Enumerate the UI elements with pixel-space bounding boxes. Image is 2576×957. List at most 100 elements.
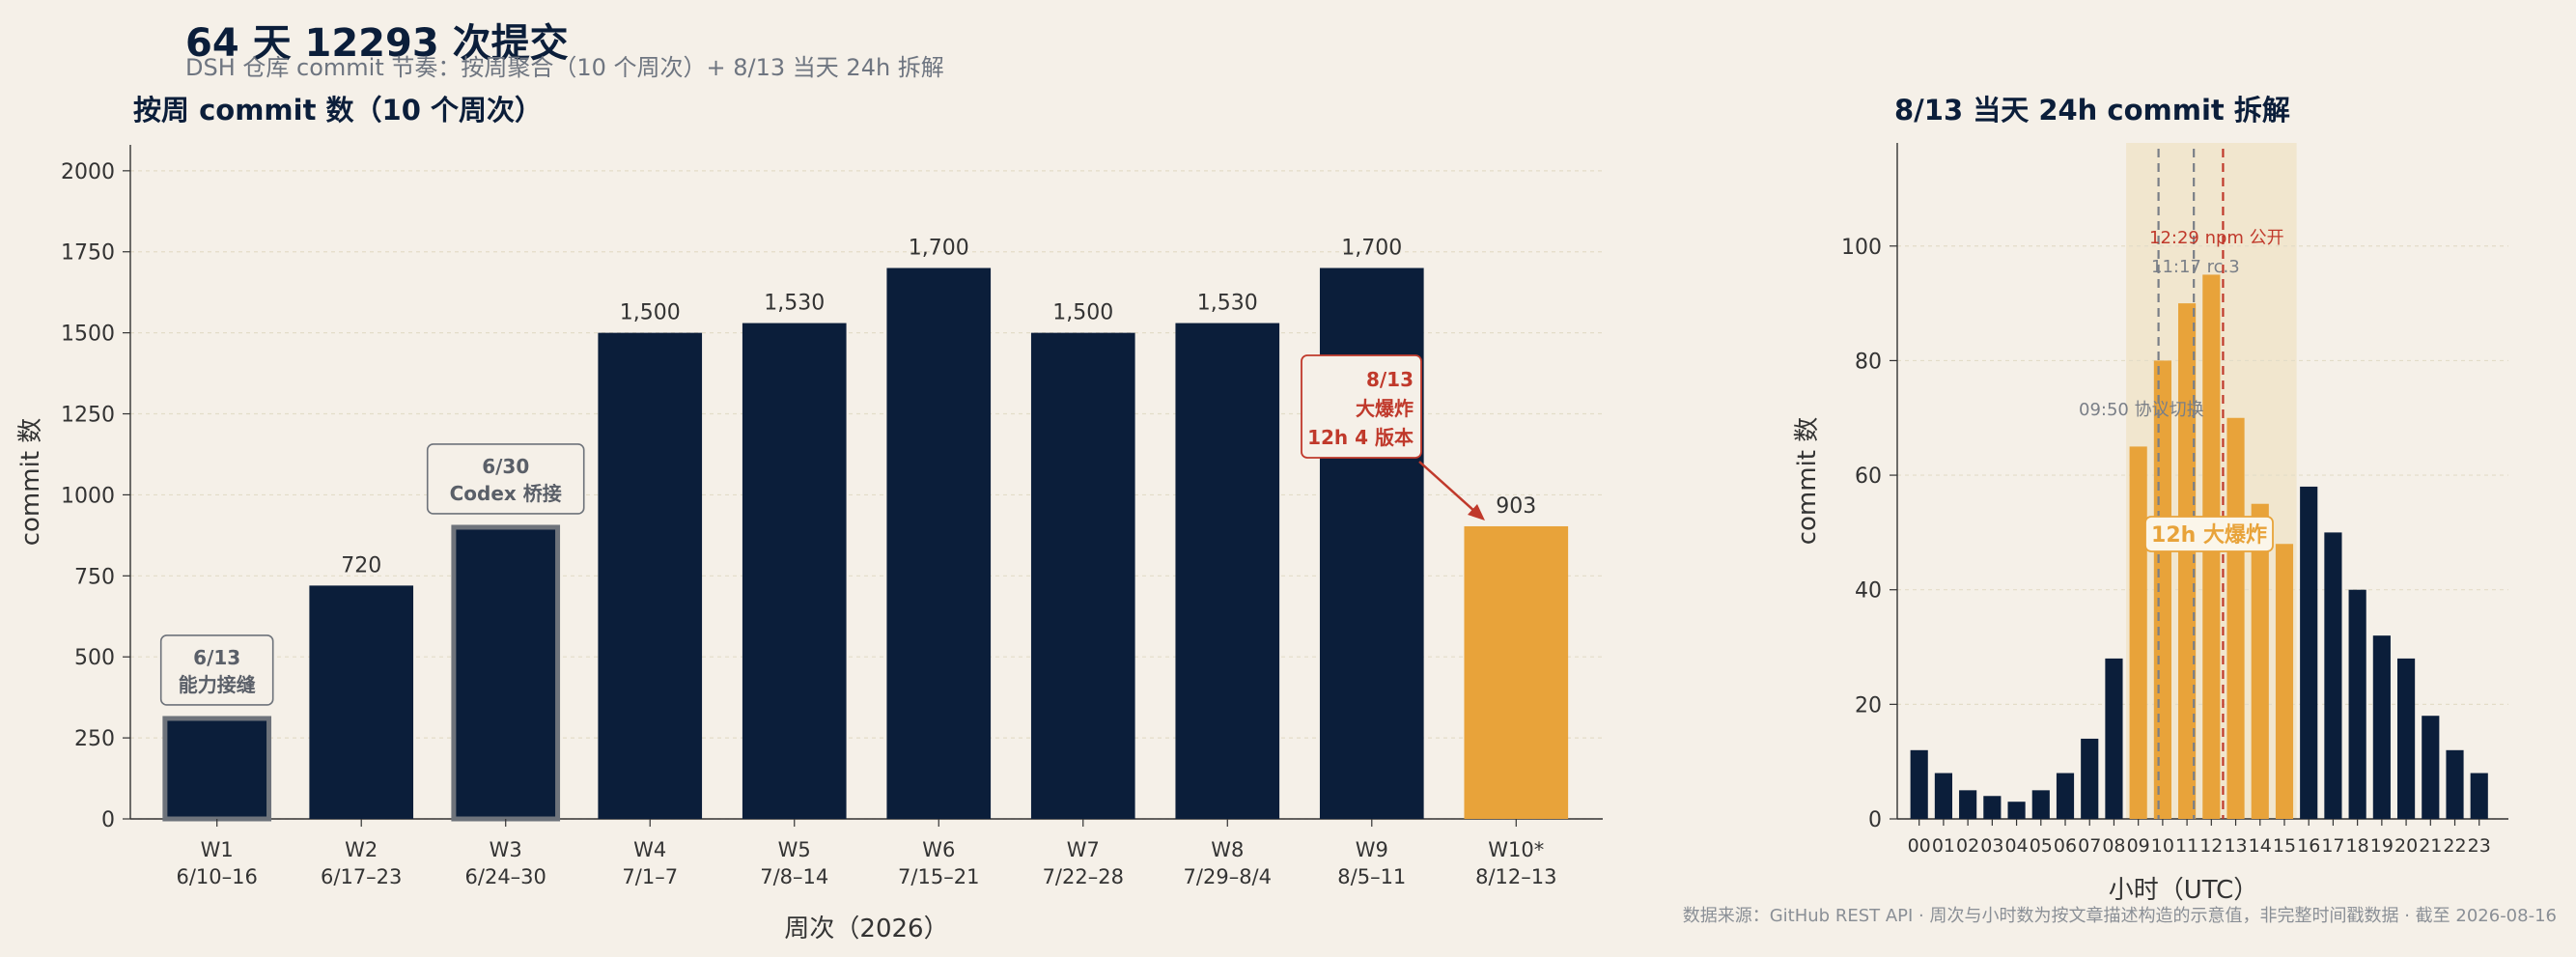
hour-label: 17	[2321, 835, 2344, 857]
weekly-bar	[309, 585, 414, 819]
data-source-note: 数据来源：GitHub REST API · 周次与小时数为按文章描述构造的示意…	[1682, 906, 2557, 926]
hour-label: 00	[1908, 835, 1931, 857]
week-label: W1	[201, 838, 234, 861]
hourly-bar	[1934, 773, 1952, 819]
hourly-chart-title: 8/13 当天 24h commit 拆解	[1894, 94, 2290, 127]
weekly-bar	[1464, 525, 1569, 819]
weekly-bar	[886, 267, 992, 819]
explosion-arrow-head	[1468, 504, 1485, 521]
week-date-range: 7/8–14	[760, 865, 828, 888]
week-label: W8	[1211, 838, 1244, 861]
event-label: 09:50 协议切换	[2079, 400, 2204, 420]
hourly-bar	[1959, 790, 1977, 819]
hourly-bar	[2081, 738, 2099, 819]
hour-label: 22	[2443, 835, 2466, 857]
hour-label: 19	[2370, 835, 2394, 857]
hour-label: 18	[2346, 835, 2369, 857]
week-date-range: 6/17–23	[321, 865, 402, 888]
hour-label: 11	[2175, 835, 2198, 857]
weekly-value-label: 1,700	[909, 237, 969, 261]
explosion-arrow-line	[1418, 461, 1476, 513]
hour-label: 04	[2004, 835, 2028, 857]
y-tick-label: 60	[1855, 464, 1882, 489]
hourly-bar	[2178, 303, 2197, 819]
hourly-y-axis-label: commit 数	[1793, 417, 1822, 546]
hour-label: 12	[2199, 835, 2223, 857]
hourly-bar	[2251, 503, 2269, 819]
annotation-box	[426, 443, 585, 515]
y-tick-label: 40	[1855, 579, 1882, 604]
hourly-bar	[2422, 716, 2440, 819]
weekly-value-label: 1,700	[1341, 237, 1402, 261]
event-label: 11:17 rc.3	[2151, 257, 2240, 277]
figure-title: 64 天 12293 次提交	[185, 21, 569, 66]
y-tick-label: 1750	[61, 241, 115, 266]
weekly-bar	[742, 323, 847, 819]
hourly-bar	[2397, 658, 2416, 819]
week-label: W4	[633, 838, 666, 861]
hourly-bar	[1983, 796, 2002, 819]
week-label: W2	[345, 838, 378, 861]
y-tick-label: 2000	[61, 160, 115, 184]
y-tick-label: 0	[101, 808, 115, 832]
week-date-range: 7/22–28	[1043, 865, 1124, 888]
event-label: 12:29 npm 公开	[2149, 228, 2284, 248]
explosion-annotation-text: 大爆炸	[1356, 397, 1414, 420]
weekly-bar	[162, 716, 272, 822]
explosion-annotation-text: 8/13	[1366, 368, 1414, 391]
weekly-value-label: 1,530	[764, 292, 825, 316]
hourly-x-axis-label: 小时（UTC）	[2109, 876, 2259, 905]
weekly-bar	[598, 332, 703, 819]
weekly-value-label: 720	[341, 553, 381, 577]
hourly-bar	[2129, 446, 2147, 819]
annotation-text: 6/30	[482, 455, 529, 478]
annotation-text: 能力接缝	[179, 673, 256, 696]
week-date-range: 6/10–16	[177, 865, 258, 888]
y-tick-label: 1500	[61, 323, 115, 347]
weekly-value-label: 903	[1496, 494, 1536, 519]
hour-label: 09	[2127, 835, 2150, 857]
y-tick-label: 250	[74, 727, 115, 751]
hourly-bar	[2031, 790, 2050, 819]
hour-label: 02	[1956, 835, 1979, 857]
week-date-range: 8/5–11	[1337, 865, 1406, 888]
hour-label: 23	[2468, 835, 2491, 857]
annotation-text: Codex 桥接	[450, 482, 562, 505]
y-tick-label: 500	[74, 646, 115, 670]
week-date-range: 7/1–7	[622, 865, 678, 888]
hour-label: 14	[2249, 835, 2272, 857]
y-tick-label: 750	[74, 565, 115, 589]
hour-label: 10	[2151, 835, 2174, 857]
hourly-bar	[2275, 544, 2294, 819]
week-label: W3	[490, 838, 522, 861]
y-tick-label: 1250	[61, 404, 115, 428]
y-tick-label: 1000	[61, 484, 115, 508]
hour-label: 01	[1932, 835, 1955, 857]
y-tick-label: 100	[1841, 236, 1882, 260]
week-date-range: 8/12–13	[1475, 865, 1556, 888]
hourly-bar	[2226, 417, 2245, 819]
week-label: W5	[778, 838, 811, 861]
weekly-chart-title: 按周 commit 数（10 个周次）	[133, 94, 543, 127]
hourly-bar	[2007, 802, 2026, 819]
hourly-bar	[2300, 486, 2318, 819]
week-label: W9	[1356, 838, 1388, 861]
hour-label: 13	[2224, 835, 2247, 857]
hour-label: 20	[2394, 835, 2418, 857]
hour-label: 08	[2102, 835, 2125, 857]
annotation-text: 6/13	[193, 646, 240, 669]
weekly-x-axis-label: 周次（2026）	[784, 915, 948, 943]
hour-label: 21	[2419, 835, 2442, 857]
weekly-value-label: 1,500	[1052, 301, 1113, 325]
weekly-commit-chart: 按周 commit 数（10 个周次） 0 250 500 750 1000 1250 150…	[16, 94, 1603, 943]
weekly-value-label: 1,500	[620, 301, 681, 325]
week-date-range: 6/24–30	[465, 865, 546, 888]
hour-label: 05	[2030, 835, 2053, 857]
hour-label: 16	[2297, 835, 2320, 857]
explosion-annotation-text: 12h 4 版本	[1307, 426, 1414, 449]
annotation-box	[159, 634, 274, 706]
y-tick-label: 0	[1868, 808, 1882, 832]
week-label: W10*	[1488, 838, 1544, 861]
weekly-bar	[1030, 332, 1135, 819]
